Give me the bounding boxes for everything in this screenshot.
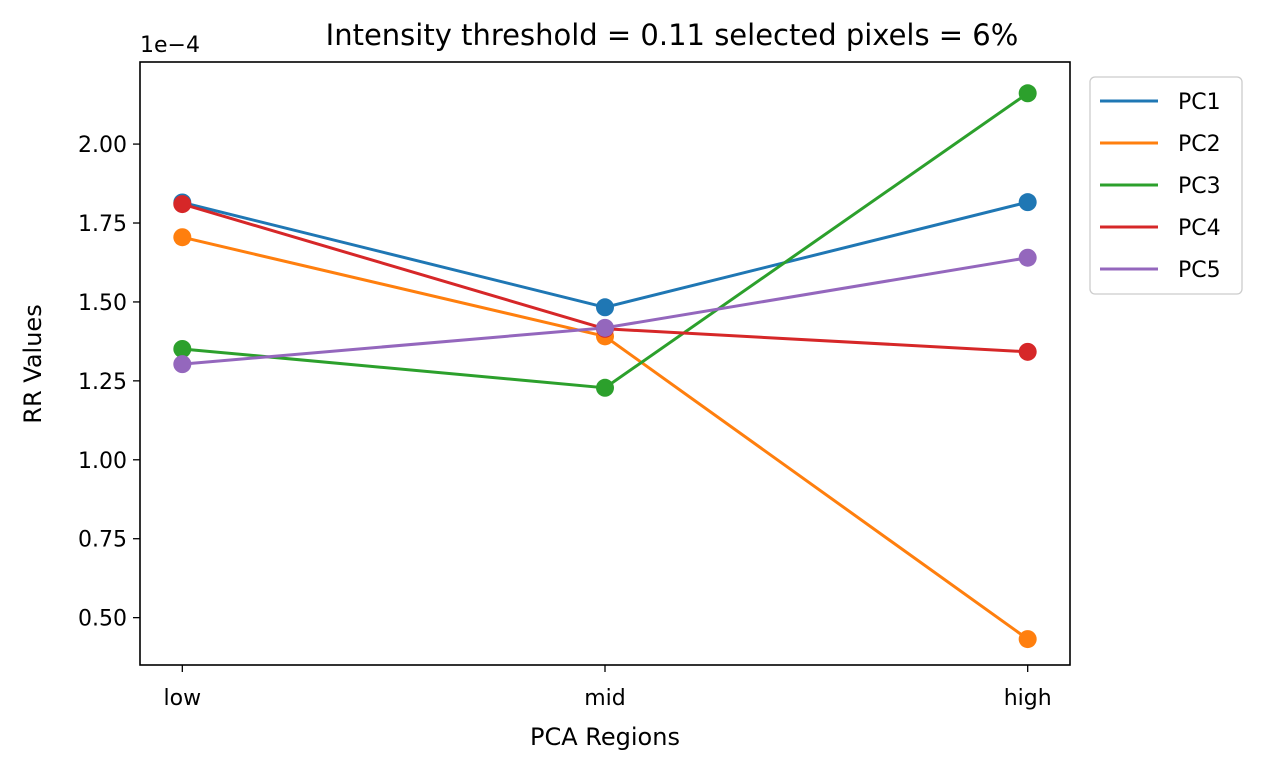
- data-point-pc3: [596, 378, 614, 397]
- x-tick-label: low: [164, 686, 202, 711]
- data-point-pc3: [173, 339, 192, 358]
- y-scale-offset-label: 1e−4: [140, 33, 200, 58]
- legend-box: [1089, 76, 1243, 295]
- y-tick-label: 1.50: [78, 291, 127, 316]
- x-axis-label: PCA Regions: [530, 723, 680, 751]
- data-point-pc1: [1018, 193, 1037, 212]
- data-point-pc3: [1018, 84, 1037, 103]
- legend: PC1 PC2 PC3 PC4 PC5: [1089, 76, 1243, 295]
- y-axis: 0.50 0.75 1.00 1.25 1.50 1.75 2.00: [78, 133, 140, 632]
- data-point-pc1: [596, 298, 614, 317]
- chart-title: Intensity threshold = 0.11 selected pixe…: [326, 18, 1019, 52]
- data-point-pc2: [1018, 630, 1037, 649]
- data-point-pc5: [1018, 248, 1037, 267]
- y-tick-label: 0.50: [78, 607, 127, 632]
- y-tick-label: 2.00: [78, 133, 127, 158]
- data-point-pc4: [1018, 342, 1037, 361]
- data-point-pc4: [173, 195, 192, 214]
- x-tick-label: mid: [584, 686, 626, 711]
- legend-label-pc3: PC3: [1178, 174, 1221, 199]
- legend-label-pc5: PC5: [1178, 258, 1221, 283]
- legend-label-pc1: PC1: [1178, 90, 1221, 115]
- x-tick-label: high: [1004, 686, 1052, 711]
- y-tick-label: 1.00: [78, 449, 127, 474]
- data-point-pc5: [173, 355, 192, 374]
- plot-area: [173, 84, 1037, 649]
- y-tick-label: 1.75: [78, 212, 127, 237]
- y-tick-label: 0.75: [78, 528, 127, 553]
- legend-label-pc4: PC4: [1178, 216, 1221, 241]
- data-point-pc5: [596, 318, 614, 337]
- x-axis: low mid high: [164, 665, 1052, 711]
- legend-label-pc2: PC2: [1178, 132, 1221, 157]
- y-tick-label: 1.25: [78, 370, 127, 395]
- data-point-pc2: [173, 228, 192, 247]
- y-axis-label: RR Values: [19, 304, 47, 423]
